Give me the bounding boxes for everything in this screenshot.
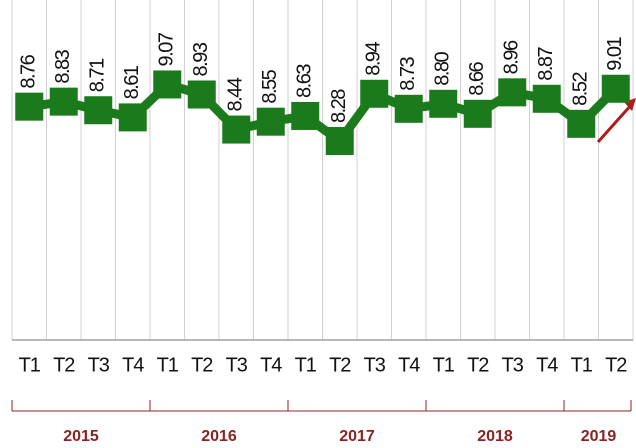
x-tick-label: T4 bbox=[122, 354, 144, 376]
data-marker bbox=[291, 101, 320, 130]
x-tick-label: T3 bbox=[88, 354, 110, 376]
x-tick-label: T1 bbox=[295, 354, 317, 376]
group-label: 2015 bbox=[63, 428, 99, 445]
group-label: 2016 bbox=[201, 428, 237, 445]
data-label: 8.96 bbox=[501, 40, 523, 74]
data-marker bbox=[360, 79, 389, 108]
x-tick-label: T1 bbox=[19, 354, 41, 376]
x-tick-label: T1 bbox=[433, 354, 455, 376]
data-label: 8.28 bbox=[328, 89, 350, 123]
data-marker bbox=[601, 74, 630, 103]
data-label: 8.55 bbox=[259, 69, 281, 103]
x-tick-label: T2 bbox=[467, 354, 489, 376]
data-label: 9.01 bbox=[604, 36, 626, 70]
x-tick-label: T2 bbox=[53, 354, 75, 376]
x-tick-label: T4 bbox=[398, 354, 420, 376]
data-marker bbox=[532, 84, 561, 113]
data-label: 8.93 bbox=[190, 42, 212, 76]
data-marker bbox=[498, 78, 527, 107]
data-marker bbox=[84, 96, 113, 125]
x-tick-label: T3 bbox=[226, 354, 248, 376]
x-tick-label: T3 bbox=[364, 354, 386, 376]
x-tick-label: T2 bbox=[191, 354, 213, 376]
data-label: 8.94 bbox=[363, 41, 385, 75]
group-label: 2019 bbox=[581, 428, 617, 445]
data-marker bbox=[118, 103, 147, 132]
data-marker bbox=[463, 99, 492, 128]
data-marker bbox=[325, 127, 354, 156]
trend-arrow bbox=[596, 102, 634, 144]
data-marker bbox=[153, 70, 182, 99]
data-marker bbox=[567, 109, 596, 138]
x-tick-label: T1 bbox=[571, 354, 593, 376]
data-label: 8.61 bbox=[121, 65, 143, 99]
data-marker bbox=[394, 94, 423, 123]
data-label: 8.63 bbox=[294, 64, 316, 98]
data-label: 8.80 bbox=[432, 51, 454, 85]
data-marker bbox=[222, 115, 251, 144]
group-label: 2017 bbox=[339, 428, 375, 445]
data-label: 8.87 bbox=[535, 46, 557, 80]
data-marker bbox=[15, 92, 44, 121]
data-marker bbox=[256, 107, 285, 136]
data-label: 8.52 bbox=[570, 72, 592, 106]
x-tick-label: T2 bbox=[329, 354, 351, 376]
data-label: 8.76 bbox=[18, 54, 40, 88]
data-label: 8.83 bbox=[52, 49, 74, 83]
data-label: 8.44 bbox=[225, 77, 247, 111]
x-tick-label: T3 bbox=[502, 354, 524, 376]
data-label: 8.71 bbox=[87, 58, 109, 92]
data-label: 9.07 bbox=[156, 32, 178, 66]
data-label: 8.73 bbox=[397, 56, 419, 90]
x-tick-label: T2 bbox=[605, 354, 627, 376]
x-tick-label: T4 bbox=[536, 354, 558, 376]
x-tick-label: T4 bbox=[260, 354, 282, 376]
x-tick-label: T1 bbox=[157, 354, 179, 376]
data-marker bbox=[429, 89, 458, 118]
data-marker bbox=[187, 80, 216, 109]
data-label: 8.66 bbox=[466, 62, 488, 96]
data-marker bbox=[49, 87, 78, 116]
group-label: 2018 bbox=[477, 428, 513, 445]
